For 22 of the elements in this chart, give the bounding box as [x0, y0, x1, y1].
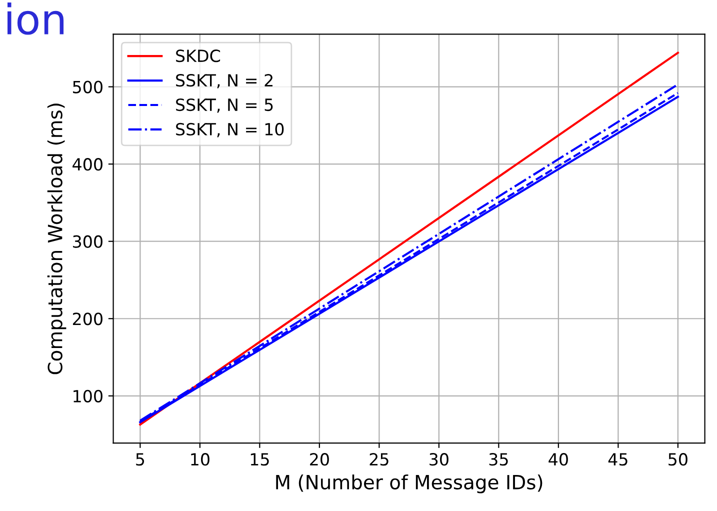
- x-tick-label: 35: [489, 453, 508, 466]
- y-axis-title: Computation Workload (ms): [47, 104, 66, 374]
- x-tick-label: 30: [430, 453, 448, 466]
- x-tick-label: 50: [668, 453, 688, 466]
- text: ion: [8, 2, 64, 35]
- legend-label: SKDC: [176, 50, 220, 62]
- x-tick-label: 45: [608, 453, 628, 466]
- x-tick-label: 25: [370, 453, 388, 466]
- x-axis-title: M (Number of Message IDs): [276, 474, 542, 494]
- y-tick-label: 400: [72, 158, 102, 171]
- legend-label: SSKT, N = 2: [176, 74, 272, 88]
- x-tick-label: 20: [310, 453, 329, 466]
- y-tick-label: 200: [72, 312, 102, 326]
- y-tick-label: 500: [73, 80, 102, 94]
- y-tick-label: 100: [74, 390, 102, 402]
- legend-label: SSKT, N = 5: [176, 98, 273, 113]
- legend-label: SSKT, N = 10: [176, 122, 284, 138]
- y-tick-label: 300: [73, 235, 102, 248]
- x-tick-label: 15: [250, 453, 269, 466]
- x-tick-label: 40: [548, 453, 568, 466]
- x-tick-label: 5: [136, 453, 144, 466]
- x-tick-label: 10: [191, 453, 210, 466]
